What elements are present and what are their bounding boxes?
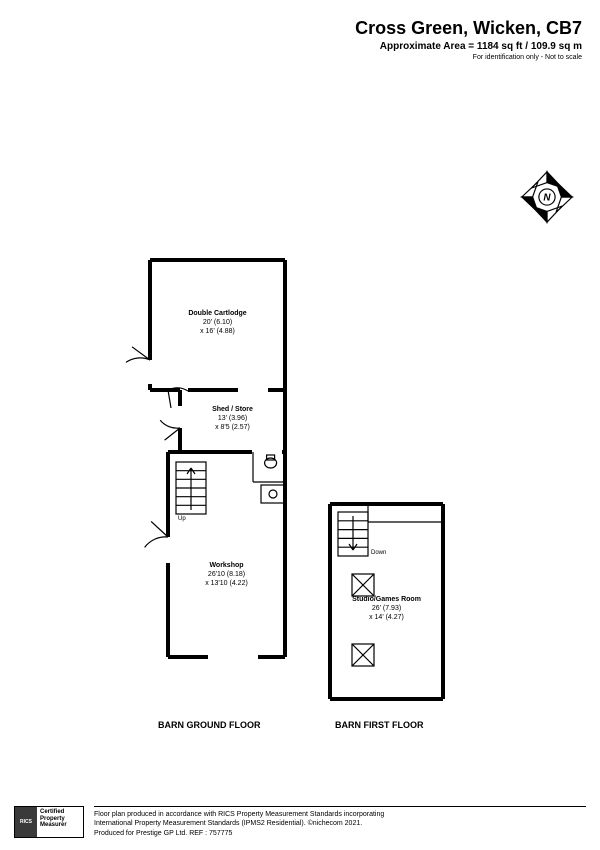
shed-label: Shed / Store13' (3.96)x 8'5 (2.57) [212,406,253,432]
floorplan-diagram [0,0,600,850]
rics-badge: RICS Certified Property Measurer [14,806,84,838]
footer-text: Floor plan produced in accordance with R… [94,806,586,837]
footer-line-2: International Property Measurement Stand… [94,819,586,828]
stairs-up-label: Up [178,516,186,522]
footer-line-1: Floor plan produced in accordance with R… [94,810,586,819]
rics-badge-text: Certified Property Measurer [37,807,83,837]
studio-label: Studio/Games Room26' (7.93)x 14' (4.27) [352,596,421,622]
stairs-down-label: Down [371,550,386,556]
workshop-label: Workshop26'10 (8.18)x 13'10 (4.22) [205,562,248,588]
footer-line-3: Produced for Prestige GP Ltd. REF : 7577… [94,829,586,838]
first-floor-label: BARN FIRST FLOOR [335,720,424,730]
cartlodge-label: Double Cartlodge20' (6.10)x 16' (4.88) [188,310,246,336]
footer: RICS Certified Property Measurer Floor p… [14,806,586,838]
rics-logo-icon: RICS [15,807,37,837]
ground-floor-label: BARN GROUND FLOOR [158,720,261,730]
